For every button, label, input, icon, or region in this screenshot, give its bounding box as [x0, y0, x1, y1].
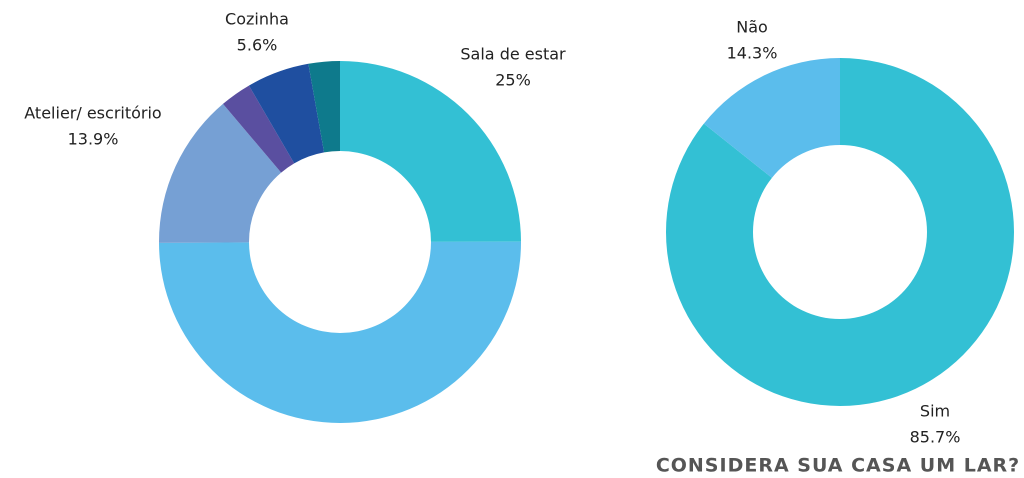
slice-label: Não: [736, 18, 768, 37]
slice: [248, 63, 325, 164]
slice-label: Cozinha: [225, 10, 289, 29]
chart-title: CONSIDERA SUA CASA UM LAR?: [656, 455, 1020, 477]
slice-value-label: 85.7%: [910, 428, 961, 447]
slice-label: Sim: [920, 402, 950, 421]
slice-label: Atelier/ escritório: [24, 104, 161, 123]
slice: [308, 61, 340, 153]
slice: [703, 58, 840, 178]
slice: [666, 58, 1014, 406]
slice-value-label: 14.3%: [727, 44, 778, 63]
slice: [222, 85, 295, 173]
slice: [159, 241, 521, 423]
slice: [158, 103, 282, 243]
slice-label: Sala de estar: [460, 45, 566, 64]
slice-value-label: 25%: [495, 71, 531, 90]
slice-value-label: 13.9%: [68, 130, 119, 149]
slice-value-label: 5.6%: [237, 36, 278, 55]
slice: [340, 61, 521, 242]
